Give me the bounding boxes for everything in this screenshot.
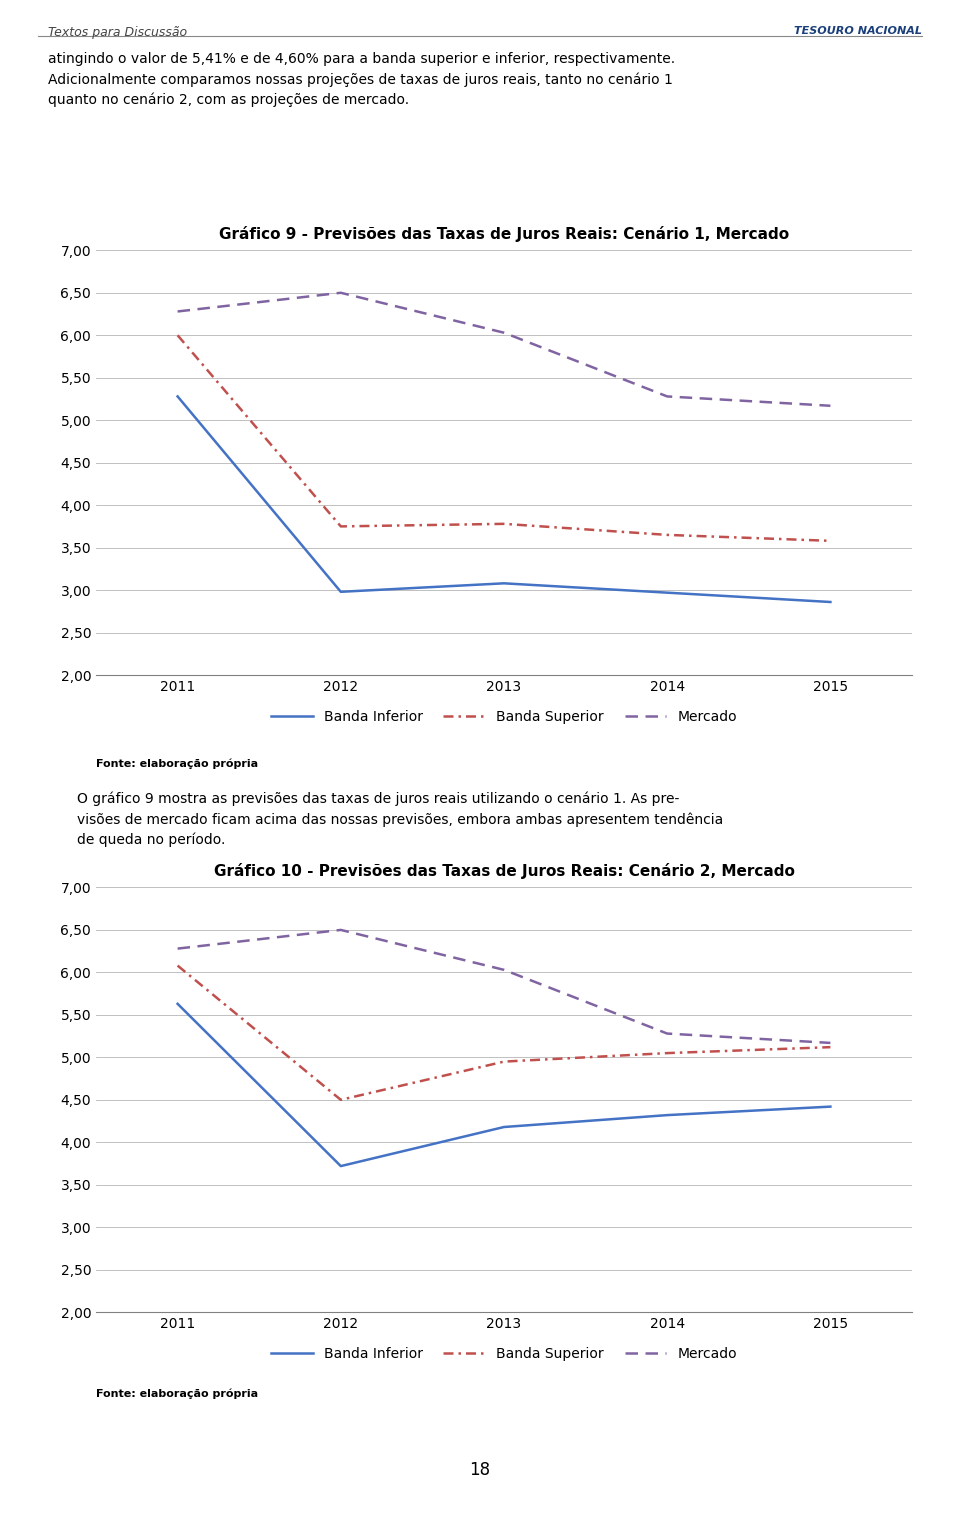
Text: TESOURO NACIONAL: TESOURO NACIONAL	[794, 26, 922, 36]
Text: Fonte: elaboração própria: Fonte: elaboração própria	[96, 758, 258, 769]
Text: 18: 18	[469, 1461, 491, 1479]
Title: Gráfico 9 - Previsões das Taxas de Juros Reais: Cenário 1, Mercado: Gráfico 9 - Previsões das Taxas de Juros…	[219, 226, 789, 243]
Title: Gráfico 10 - Previsões das Taxas de Juros Reais: Cenário 2, Mercado: Gráfico 10 - Previsões das Taxas de Juro…	[213, 863, 795, 880]
Text: atingindo o valor de 5,41% e de 4,60% para a banda superior e inferior, respecti: atingindo o valor de 5,41% e de 4,60% pa…	[48, 52, 675, 65]
Text: quanto no cenário 2, com as projeções de mercado.: quanto no cenário 2, com as projeções de…	[48, 93, 409, 108]
Text: Textos para Discussão: Textos para Discussão	[48, 26, 187, 39]
Text: Adicionalmente comparamos nossas projeções de taxas de juros reais, tanto no cen: Adicionalmente comparamos nossas projeçõ…	[48, 71, 673, 86]
Legend: Banda Inferior, Banda Superior, Mercado: Banda Inferior, Banda Superior, Mercado	[265, 704, 743, 730]
Text: O gráfico 9 mostra as previsões das taxas de juros reais utilizando o cenário 1.: O gráfico 9 mostra as previsões das taxa…	[77, 792, 679, 807]
Text: Fonte: elaboração própria: Fonte: elaboração própria	[96, 1388, 258, 1399]
Legend: Banda Inferior, Banda Superior, Mercado: Banda Inferior, Banda Superior, Mercado	[265, 1341, 743, 1367]
Text: de queda no período.: de queda no período.	[77, 833, 226, 848]
Text: visões de mercado ficam acima das nossas previsões, embora ambas apresentem tend: visões de mercado ficam acima das nossas…	[77, 813, 723, 827]
